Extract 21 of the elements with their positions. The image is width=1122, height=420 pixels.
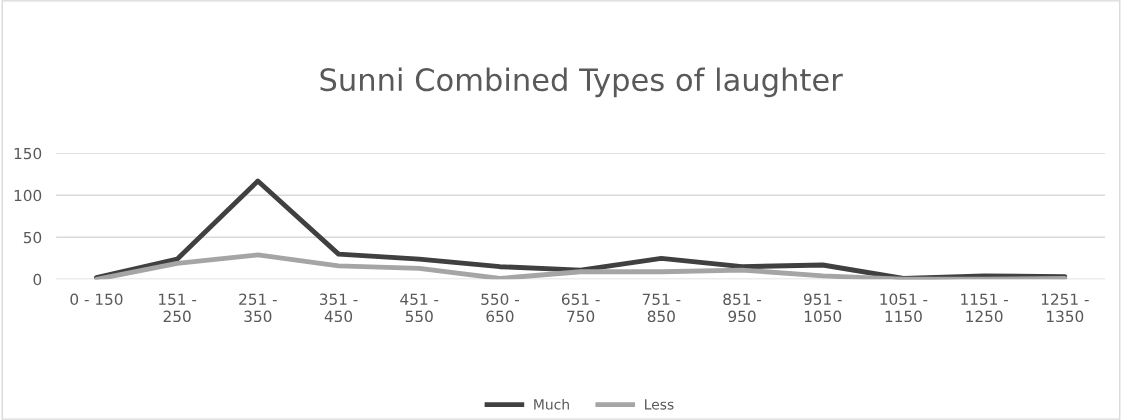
x-tick-label: 1051 - 1150	[880, 293, 928, 323]
y-tick-label: 50	[23, 231, 42, 244]
x-tick-label: 351 - 450	[319, 293, 358, 323]
y-tick-label: 0	[33, 273, 42, 286]
x-tick-label: 951 - 1050	[803, 293, 842, 323]
x-tick-label: 151 - 250	[159, 293, 197, 323]
legend-label: Much	[534, 398, 569, 410]
x-tick-label: 451 - 550	[400, 293, 439, 323]
line-series	[94, 252, 1068, 280]
x-tick-label: 1151 - 1250	[961, 293, 1008, 323]
y-tick-label: 150	[14, 147, 42, 160]
x-tick-label: 1251 - 1350	[1041, 293, 1089, 323]
legend-label: Less	[645, 399, 674, 410]
x-tick-label: 751 - 850	[642, 293, 681, 323]
x-tick-label: 251 - 350	[239, 293, 277, 323]
x-tick-label: 0 - 150	[70, 293, 123, 306]
x-tick-label: 651 - 750	[561, 293, 600, 323]
y-tick-label: 100	[14, 189, 42, 202]
chart-title: Sunni Combined Types of laughter	[320, 67, 843, 98]
x-tick-label: 851 - 950	[723, 293, 762, 323]
x-tick-label: 550 - 650	[481, 293, 519, 323]
